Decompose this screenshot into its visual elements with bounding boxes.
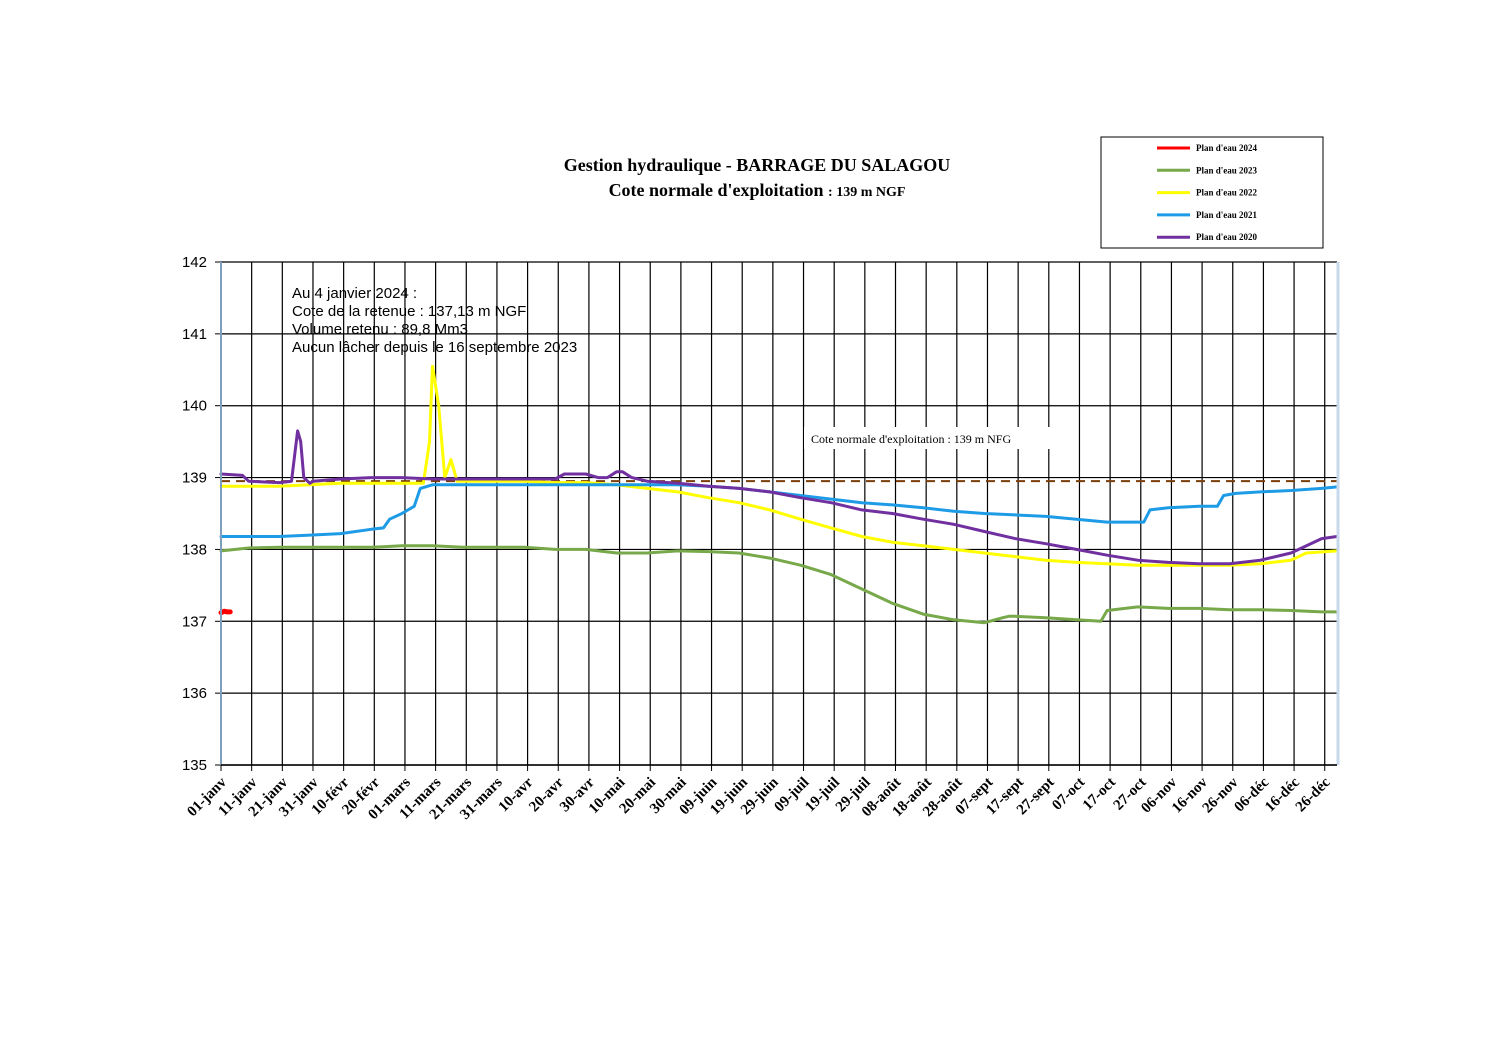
- y-tick-label: 138: [182, 541, 207, 558]
- y-tick-label: 139: [182, 470, 207, 487]
- series-group: [218, 364, 1339, 625]
- legend-label: Plan d'eau 2021: [1196, 210, 1258, 220]
- x-tick-label: 17-oct: [1080, 775, 1119, 814]
- series-line-2022: [219, 364, 1339, 567]
- y-tick-label: 135: [182, 757, 207, 774]
- reference-label: Cote normale d'exploitation : 139 m NFG: [804, 427, 1054, 449]
- y-tick-label: 140: [182, 398, 207, 415]
- info-line-2: Cote de la retenue : 137,13 m NGF: [292, 303, 526, 320]
- chart-subtitle: Cote normale d'exploitation : 139 m NGF: [609, 180, 906, 200]
- series-line-2023: [219, 544, 1339, 625]
- x-tick-label: 26-déc: [1293, 774, 1334, 815]
- info-annotation: Au 4 janvier 2024 : Cote de la retenue :…: [292, 285, 577, 356]
- legend-box: [1100, 136, 1324, 249]
- reference-label-text: Cote normale d'exploitation : 139 m NFG: [811, 432, 1011, 446]
- chart-title: Gestion hydraulique - BARRAGE DU SALAGOU: [564, 155, 951, 175]
- legend: Plan d'eau 2024 Plan d'eau 2023 Plan d'eau…: [1100, 136, 1324, 249]
- series-line-2020: [219, 429, 1339, 566]
- legend-label: Plan d'eau 2022: [1196, 188, 1258, 198]
- info-line-1: Au 4 janvier 2024 :: [292, 285, 417, 302]
- x-tick-label: 07-oct: [1049, 775, 1088, 814]
- info-line-3: Volume retenu : 89,8 Mm3: [292, 321, 468, 338]
- y-tick-label: 142: [182, 254, 207, 271]
- reference-label-bg: [804, 427, 1054, 449]
- info-line-4: Aucun lâcher depuis le 16 septembre 2023: [292, 339, 577, 356]
- y-tick-label: 137: [182, 613, 207, 630]
- y-tick-label: 136: [182, 685, 207, 702]
- y-tick-label: 141: [182, 326, 207, 343]
- legend-label: Plan d'eau 2020: [1196, 232, 1258, 242]
- x-tick-label: 26-nov: [1200, 774, 1242, 816]
- legend-label: Plan d'eau 2023: [1196, 165, 1258, 175]
- series-line-2024: [218, 608, 233, 616]
- chart-subtitle-text: Cote normale d'exploitation: [609, 180, 824, 200]
- legend-label: Plan d'eau 2024: [1196, 143, 1258, 153]
- chart-subtitle-value: : 139 m NGF: [828, 185, 905, 200]
